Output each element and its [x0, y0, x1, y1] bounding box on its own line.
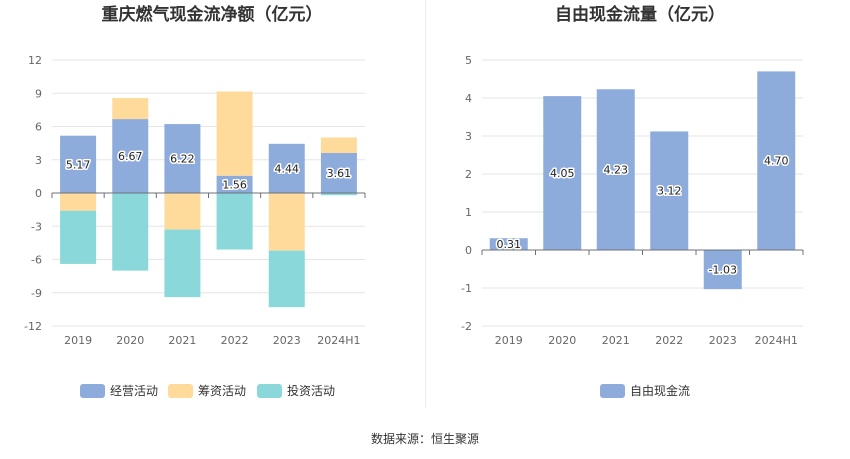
data-label: 4.05: [550, 167, 575, 180]
data-label: 4.44: [275, 162, 300, 175]
x-tick-label: 2020: [116, 334, 144, 347]
data-label: 6.22: [170, 153, 195, 166]
data-label: 3.61: [327, 167, 352, 180]
bar-2022: [650, 131, 689, 250]
legend-label[interactable]: 自由现金流: [630, 383, 690, 398]
x-tick-label: 2022: [221, 334, 249, 347]
x-tick-label: 2019: [495, 334, 523, 347]
y-tick-label: 3: [35, 154, 42, 167]
bar-筹资活动-2019: [60, 193, 97, 211]
y-tick-label: 3: [465, 130, 472, 143]
y-tick-label: -3: [31, 220, 42, 233]
data-label: 6.67: [118, 150, 143, 163]
bar-经营活动-2019: [60, 135, 97, 193]
y-tick-label: -9: [31, 287, 42, 300]
bar-2024H1: [757, 71, 796, 251]
data-label: 1.56: [222, 178, 247, 191]
data-label: 0.31: [497, 238, 522, 251]
y-tick-label: 6: [35, 121, 42, 134]
bar-投资活动-2023: [268, 250, 305, 308]
legend-swatch[interactable]: [168, 384, 193, 398]
x-axis-ticks: 2019 2020 2021 2022 2023 2024H1: [64, 334, 360, 347]
y-tick-label: 9: [35, 87, 42, 100]
data-label: 4.70: [764, 155, 789, 168]
bar-投资活动-2021: [164, 229, 201, 298]
bar-经营活动-2021: [164, 124, 201, 193]
x-axis-ticks: 2019 2020 2021 2022 2023 2024H1: [495, 334, 798, 347]
bars: [489, 71, 796, 290]
y-tick-label: 5: [465, 54, 472, 67]
y-grid: [482, 59, 803, 327]
x-tick-label: 2021: [168, 334, 196, 347]
x-tick-label: 2021: [602, 334, 630, 347]
bar-经营活动-2022: [216, 175, 253, 193]
legend-swatch[interactable]: [257, 384, 282, 398]
bars: [60, 91, 357, 308]
legend[interactable]: 自由现金流: [600, 383, 690, 398]
bar-筹资活动-2022: [216, 91, 253, 176]
x-tick-label: 2024H1: [755, 334, 798, 347]
bar-投资活动-2022: [216, 193, 253, 250]
bar-经营活动-2024H1: [320, 152, 357, 193]
y-tick-label: 2: [465, 168, 472, 181]
x-tick-label: 2022: [655, 334, 683, 347]
source-note: 数据来源：恒生聚源: [371, 431, 479, 446]
bar-2019: [489, 238, 528, 250]
bar-投资活动-2020: [112, 193, 149, 271]
data-labels: 0.31 4.05 4.23 3.12 -1.03 4.70: [495, 153, 790, 278]
y-axis-ticks: 12 9 6 3 0 -3 -6 -9 -12: [24, 54, 42, 333]
legend-swatch[interactable]: [600, 384, 625, 398]
legend[interactable]: 经营活动 筹资活动 投资活动: [80, 383, 335, 398]
bar-2021: [596, 89, 635, 250]
x-tick-label: 2023: [273, 334, 301, 347]
y-tick-label: 1: [465, 206, 472, 219]
y-tick-label: -2: [461, 320, 472, 333]
x-tick-label: 2019: [64, 334, 92, 347]
data-label: 4.23: [604, 164, 629, 177]
y-tick-label: 0: [35, 187, 42, 200]
y-tick-label: 12: [28, 54, 42, 67]
x-axis: [51, 192, 366, 198]
legend-swatch[interactable]: [80, 384, 105, 398]
data-label: 5.17: [66, 158, 91, 171]
data-label: -1.03: [709, 264, 737, 277]
bar-经营活动-2020: [112, 119, 149, 193]
chart-title: 重庆燃气现金流净额（亿元）: [102, 4, 323, 25]
x-tick-label: 2024H1: [317, 334, 360, 347]
bar-筹资活动-2020: [112, 98, 149, 120]
data-label: 3.12: [657, 185, 682, 198]
bar-投资活动-2019: [60, 210, 97, 264]
legend-label[interactable]: 经营活动: [110, 384, 158, 398]
bar-2023: [703, 250, 742, 290]
x-tick-label: 2023: [709, 334, 737, 347]
bar-经营活动-2023: [268, 143, 305, 193]
data-labels: 5.17 6.67 6.22 1.56 4.44 3.61: [64, 149, 352, 193]
x-tick-label: 2020: [548, 334, 576, 347]
y-tick-label: -6: [31, 254, 42, 267]
y-tick-label: 0: [465, 244, 472, 257]
bar-筹资活动-2021: [164, 193, 201, 230]
bar-筹资活动-2024H1: [320, 137, 357, 153]
legend-label[interactable]: 筹资活动: [198, 384, 246, 398]
y-tick-label: -1: [461, 282, 472, 295]
bar-投资活动-2024H1: [320, 193, 357, 196]
y-tick-label: -12: [24, 320, 42, 333]
x-axis: [481, 249, 804, 255]
bar-筹资活动-2023: [268, 193, 305, 251]
bar-2020: [543, 96, 582, 250]
y-tick-label: 4: [465, 92, 472, 105]
legend-label[interactable]: 投资活动: [287, 383, 335, 398]
y-axis-ticks: 5 4 3 2 1 0 -1 -2: [461, 54, 472, 333]
chart-title: 自由现金流量（亿元）: [555, 4, 725, 25]
